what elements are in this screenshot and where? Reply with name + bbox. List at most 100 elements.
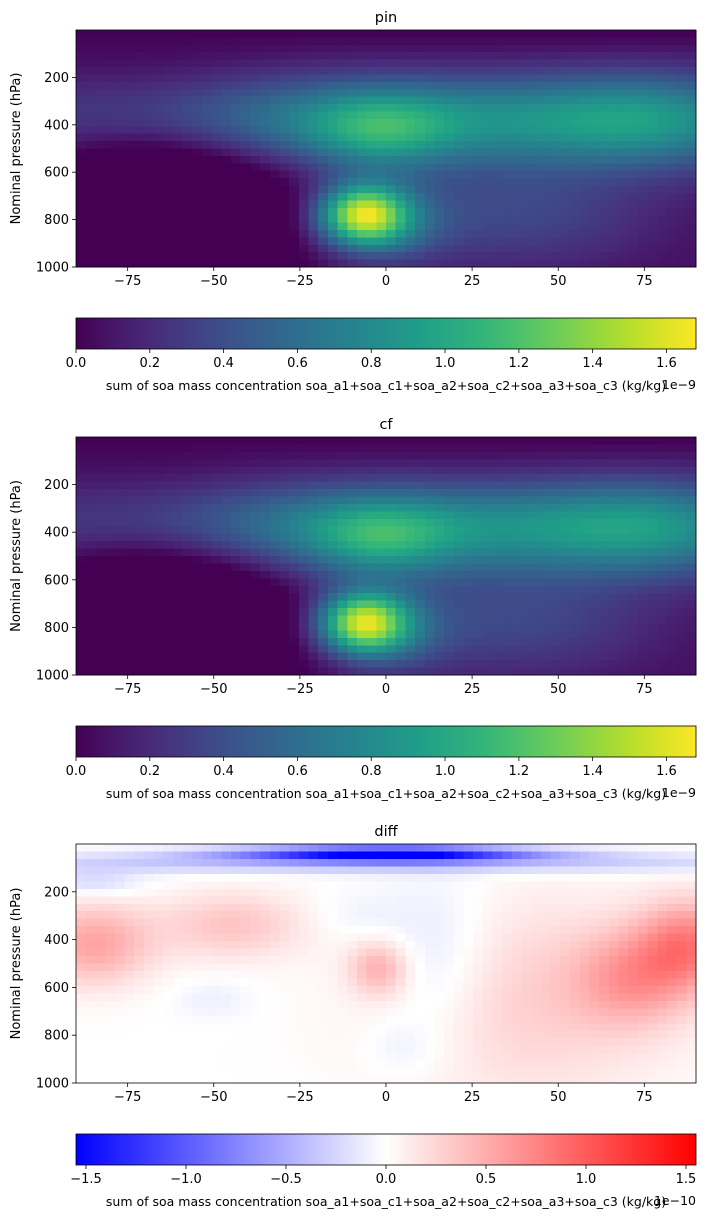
heatmap-cell — [211, 89, 222, 98]
heatmap-cell — [415, 207, 426, 216]
heatmap-cell — [570, 207, 581, 216]
heatmap-cell — [221, 563, 232, 572]
heatmap-cell — [105, 89, 116, 98]
heatmap-cell — [143, 96, 155, 105]
y-tick-label: 600 — [44, 166, 69, 181]
heatmap-cell — [356, 451, 368, 460]
heatmap-cell — [318, 178, 329, 187]
heatmap-cell — [415, 844, 426, 853]
heatmap-cell — [298, 637, 310, 646]
heatmap-cell — [201, 74, 213, 83]
heatmap-cell — [134, 44, 145, 53]
heatmap-cell — [337, 503, 348, 512]
heatmap-cell — [405, 911, 416, 920]
heatmap-cell — [153, 481, 164, 490]
heatmap-cell — [153, 518, 164, 527]
heatmap-cell — [570, 918, 581, 927]
heatmap-cell — [686, 526, 697, 535]
heatmap-cell — [579, 911, 591, 920]
heatmap-cell — [105, 593, 116, 602]
heatmap-cell — [647, 178, 658, 187]
heatmap-cell — [579, 96, 591, 105]
heatmap-cell — [366, 608, 377, 617]
heatmap-cell — [647, 630, 658, 639]
heatmap-cell — [260, 851, 271, 860]
heatmap-cell — [628, 570, 639, 579]
heatmap-cell — [637, 141, 649, 150]
heatmap-cell — [250, 615, 261, 624]
heatmap-cell — [560, 511, 571, 520]
heatmap-cell — [134, 96, 145, 105]
heatmap-cell — [269, 215, 281, 224]
heatmap-cell — [676, 237, 687, 246]
heatmap-cell — [386, 593, 397, 602]
heatmap-cell — [85, 244, 96, 253]
heatmap-cell — [647, 451, 658, 460]
heatmap-cell — [686, 637, 697, 646]
heatmap-cell — [134, 178, 145, 187]
heatmap-cell — [434, 215, 445, 224]
heatmap-cell — [666, 37, 678, 46]
heatmap-cell — [327, 873, 339, 882]
heatmap-cell — [105, 578, 116, 587]
heatmap-cell — [511, 133, 523, 142]
heatmap-cell — [308, 148, 319, 157]
heatmap-cell — [376, 148, 387, 157]
heatmap-cell — [211, 185, 222, 194]
heatmap-cell — [511, 578, 523, 587]
heatmap-cell — [260, 615, 271, 624]
heatmap-cell — [647, 111, 658, 120]
heatmap-cell — [376, 215, 387, 224]
heatmap-cell — [579, 541, 591, 550]
heatmap-cell — [298, 652, 310, 661]
heatmap-cell — [453, 67, 465, 76]
heatmap-cell — [134, 104, 145, 113]
heatmap-cell — [105, 222, 116, 231]
heatmap-cell — [269, 474, 281, 483]
heatmap-cell — [143, 126, 155, 135]
heatmap-cell — [201, 533, 213, 542]
heatmap-cell — [134, 444, 145, 453]
heatmap-cell — [550, 237, 561, 246]
heatmap-cell — [366, 215, 377, 224]
heatmap-cell — [492, 192, 503, 201]
x-tick-label: 75 — [636, 274, 653, 289]
heatmap-cell — [444, 444, 455, 453]
heatmap-cell — [221, 200, 232, 209]
heatmap-cell — [676, 207, 687, 216]
heatmap-cell — [260, 215, 271, 224]
heatmap-cell — [337, 489, 348, 498]
heatmap-cell — [511, 585, 523, 594]
heatmap-cell — [318, 563, 329, 572]
heatmap-cell — [453, 178, 465, 187]
heatmap-cell — [95, 926, 106, 935]
heatmap-cell — [269, 244, 281, 253]
heatmap-cell — [618, 163, 629, 172]
heatmap-cell — [231, 222, 242, 231]
heatmap-cell — [657, 888, 668, 897]
heatmap-cell — [686, 667, 697, 676]
heatmap-cell — [182, 600, 193, 609]
heatmap-cell — [541, 30, 552, 39]
heatmap-cell — [95, 59, 106, 68]
heatmap-cell — [192, 148, 203, 157]
heatmap-cell — [163, 489, 174, 498]
heatmap-cell — [686, 578, 697, 587]
heatmap-cell — [424, 96, 436, 105]
heatmap-cell — [531, 155, 542, 164]
heatmap-cell — [502, 459, 513, 468]
heatmap-cell — [395, 637, 406, 646]
heatmap-cell — [211, 489, 222, 498]
heatmap-cell — [628, 911, 639, 920]
heatmap-cell — [666, 496, 678, 505]
heatmap-cell — [211, 570, 222, 579]
heatmap-cell — [599, 444, 610, 453]
heatmap-cell — [192, 911, 203, 920]
heatmap-cell — [541, 104, 552, 113]
heatmap-cell — [95, 215, 106, 224]
heatmap-cell — [473, 37, 484, 46]
heatmap-cell — [250, 229, 261, 238]
heatmap-cell — [686, 155, 697, 164]
heatmap-cell — [686, 548, 697, 557]
heatmap-cell — [201, 459, 213, 468]
